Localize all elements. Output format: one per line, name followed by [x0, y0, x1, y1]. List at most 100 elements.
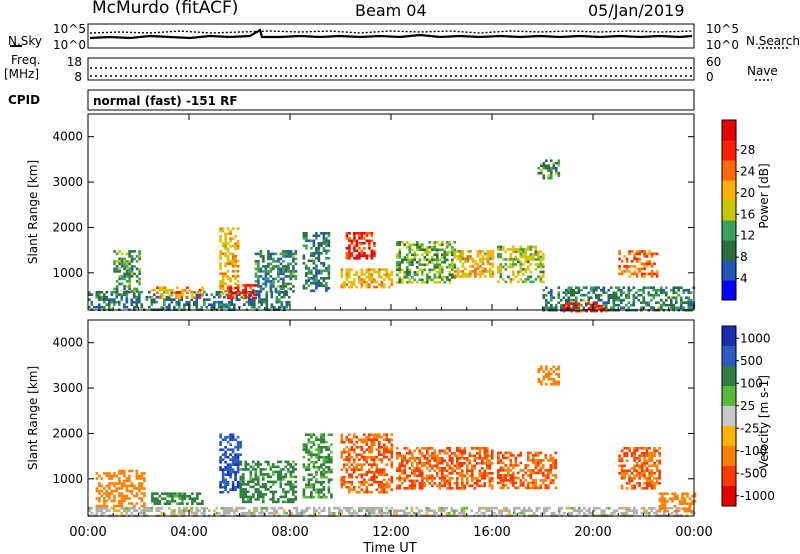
velocity-cell: [259, 490, 263, 494]
colorbar-tick-label: 4: [740, 272, 748, 286]
power-cell: [231, 296, 235, 300]
velocity-cell: [310, 483, 313, 486]
power-cell: [413, 258, 417, 262]
velocity-cell: [426, 459, 429, 463]
velocity-cell: [253, 511, 256, 515]
velocity-cell: [317, 490, 321, 494]
power-cell: [602, 301, 606, 304]
velocity-cell: [638, 464, 641, 468]
power-cell: [590, 307, 593, 310]
velocity-cell: [95, 504, 99, 508]
velocity-cell: [340, 455, 344, 459]
velocity-cell: [234, 458, 237, 461]
velocity-cell: [315, 488, 318, 491]
power-cell: [168, 298, 171, 301]
velocity-cell: [625, 454, 629, 458]
velocity-cell: [476, 484, 479, 488]
velocity-cell: [534, 451, 538, 455]
velocity-cell: [532, 471, 535, 475]
velocity-cell: [360, 440, 364, 444]
velocity-cell: [655, 467, 659, 470]
velocity-cell: [539, 451, 543, 455]
power-cell: [461, 270, 465, 273]
power-cell: [234, 259, 237, 263]
power-cell: [557, 296, 561, 299]
power-cell: [476, 262, 480, 266]
power-cell: [514, 275, 518, 279]
velocity-cell: [203, 506, 206, 510]
power-cell: [315, 272, 318, 275]
velocity-cell: [471, 454, 474, 458]
velocity-cell: [239, 493, 243, 496]
power-cell: [655, 270, 659, 273]
velocity-cell: [550, 382, 553, 386]
power-cell: [265, 300, 269, 304]
power-cell: [660, 291, 663, 294]
power-cell: [570, 309, 573, 313]
power-cell: [403, 243, 407, 247]
power-cell: [123, 303, 126, 306]
velocity-cell: [307, 458, 311, 461]
power-cell: [315, 269, 318, 273]
velocity-cell: [478, 469, 482, 473]
power-cell: [489, 250, 492, 253]
velocity-cell: [345, 506, 349, 510]
power-cell: [628, 265, 631, 268]
power-cell: [265, 290, 269, 294]
power-cell: [408, 246, 412, 249]
velocity-cell: [120, 506, 124, 510]
velocity-cell: [552, 474, 555, 477]
velocity-cell: [547, 471, 550, 475]
velocity-cell: [436, 484, 439, 488]
velocity-cell: [140, 511, 144, 515]
velocity-cell: [262, 473, 265, 476]
power-cell: [615, 286, 618, 289]
velocity-cell: [318, 506, 321, 510]
velocity-cell: [463, 474, 467, 478]
power-cell: [398, 241, 402, 244]
power-cell: [685, 301, 688, 304]
velocity-cell: [350, 438, 354, 441]
velocity-cell: [143, 472, 146, 475]
velocity-cell: [244, 468, 248, 471]
velocity-cell: [368, 478, 371, 481]
velocity-cell: [383, 448, 386, 451]
velocity-cell: [151, 499, 154, 503]
power-cell: [385, 273, 389, 276]
power-cell: [198, 293, 201, 296]
velocity-cell: [269, 475, 273, 479]
velocity-cell: [284, 495, 288, 499]
velocity-cell: [458, 457, 462, 460]
power-cell: [226, 254, 230, 258]
velocity-cell: [519, 451, 523, 455]
velocity-cell: [249, 495, 253, 499]
velocity-cell: [555, 382, 558, 386]
power-cell: [315, 274, 318, 278]
power-cell: [100, 295, 104, 299]
velocity-cell: [370, 455, 374, 459]
velocity-cell: [509, 451, 513, 455]
power-cell: [345, 232, 349, 235]
power-cell: [672, 303, 676, 307]
power-cell: [236, 289, 240, 292]
power-cell: [396, 243, 399, 247]
velocity-cell: [585, 509, 589, 512]
power-cell: [229, 262, 232, 265]
power-cell: [224, 239, 227, 243]
power-cell: [345, 278, 349, 281]
power-cell: [283, 305, 286, 309]
velocity-cell: [343, 478, 346, 481]
velocity-cell: [534, 484, 538, 487]
velocity-cell: [140, 504, 144, 508]
velocity-cell: [625, 472, 629, 475]
velocity-cell: [317, 438, 321, 441]
velocity-cell: [231, 460, 235, 464]
power-cell: [203, 298, 206, 301]
velocity-cell: [320, 438, 323, 441]
velocity-cell: [348, 438, 351, 441]
velocity-cell: [188, 497, 192, 500]
velocity-cell: [633, 477, 636, 480]
colorbar-tick-label: 8: [740, 250, 748, 264]
power-cell: [383, 285, 386, 289]
power-cell: [491, 250, 495, 253]
